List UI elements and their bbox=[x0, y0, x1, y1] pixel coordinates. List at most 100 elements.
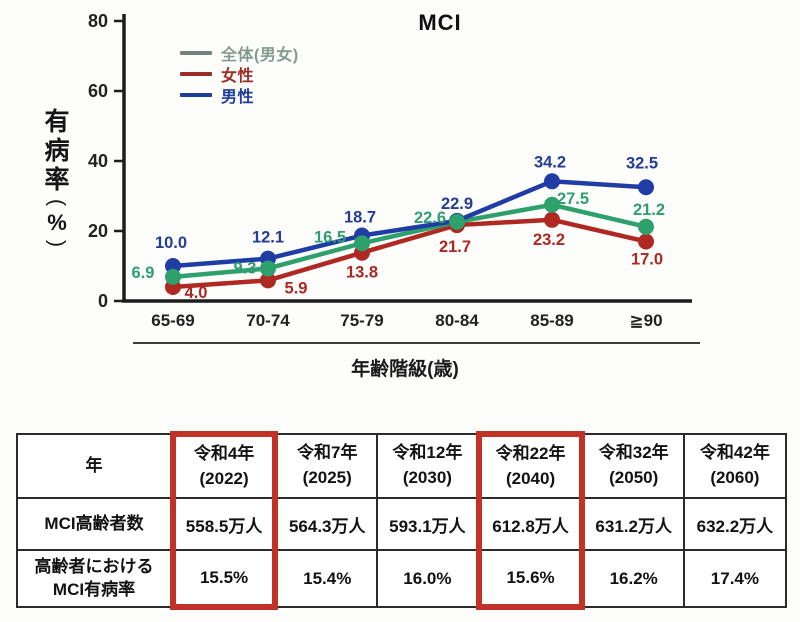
point-overall-3 bbox=[449, 213, 465, 230]
era-label: 令和42年 bbox=[699, 443, 770, 463]
y-axis-title-char: % bbox=[47, 210, 67, 235]
point-male-4 bbox=[544, 173, 560, 190]
row-label-mci-rate: 高齢者における MCI有病率 bbox=[16, 549, 174, 608]
mci-prevalence-row: 高齢者における MCI有病率 15.5% 15.4% 16.0% 15.6% 1… bbox=[16, 549, 788, 610]
legend-item-female: 女性 bbox=[180, 63, 299, 85]
cell-rate-2040: 15.6% bbox=[476, 549, 585, 610]
legend-label-female: 女性 bbox=[221, 67, 255, 85]
y-tick-label: 20 bbox=[88, 221, 108, 241]
x-category-label: ≧90 bbox=[629, 311, 662, 330]
legend-label-overall: 全体(男女) bbox=[221, 46, 299, 64]
point-female-4 bbox=[544, 211, 560, 228]
point-female-1 bbox=[260, 272, 276, 289]
y-tick-label: 60 bbox=[88, 81, 108, 101]
year-label: (2050) bbox=[609, 468, 659, 487]
cell-rate-2022: 15.5% bbox=[169, 549, 279, 610]
cell-count-2040: 612.8万人 bbox=[476, 497, 585, 551]
legend-swatch-overall bbox=[180, 50, 212, 55]
value-label-overall-1: 9.3 bbox=[234, 259, 257, 277]
cell-count-2022: 558.5万人 bbox=[169, 497, 279, 551]
col-header-2040: 令和22年 (2040) bbox=[476, 431, 585, 499]
col-header-2025: 令和7年 (2025) bbox=[274, 433, 379, 499]
mci-count-row: MCI高齢者数 558.5万人 564.3万人 593.1万人 612.8万人 … bbox=[16, 497, 788, 551]
y-axis-title-char: ) bbox=[45, 240, 69, 247]
year-label: (2040) bbox=[505, 469, 556, 488]
value-label-male-3: 22.9 bbox=[441, 195, 473, 213]
year-label: (2030) bbox=[402, 468, 452, 487]
point-overall-2 bbox=[354, 235, 370, 252]
year-header-cell: 年 bbox=[16, 433, 174, 499]
table-header-row: 年 令和4年 (2022) 令和7年 (2025) 令和12年 (2030) 令… bbox=[16, 431, 788, 499]
y-tick-label: 80 bbox=[88, 11, 108, 31]
value-label-male-1: 12.1 bbox=[252, 229, 284, 247]
legend-swatch-female bbox=[180, 71, 212, 76]
col-header-2060: 令和42年 (2060) bbox=[682, 433, 788, 499]
year-label: (2025) bbox=[302, 468, 352, 487]
value-label-female-4: 23.2 bbox=[533, 231, 565, 249]
value-label-female-2: 13.8 bbox=[346, 264, 378, 282]
point-overall-5 bbox=[638, 218, 654, 235]
x-category-label: 65-69 bbox=[151, 311, 194, 330]
projection-table-section: 年 令和4年 (2022) 令和7年 (2025) 令和12年 (2030) 令… bbox=[16, 431, 788, 610]
y-tick-label: 0 bbox=[98, 291, 108, 311]
legend-label-male: 男性 bbox=[221, 88, 255, 106]
y-tick-label: 40 bbox=[88, 151, 108, 171]
value-label-overall-3: 22.6 bbox=[414, 209, 446, 227]
cell-count-2060: 632.2万人 bbox=[682, 497, 788, 551]
year-label: (2060) bbox=[710, 468, 760, 487]
value-label-overall-5: 21.2 bbox=[633, 201, 665, 219]
legend-item-male: 男性 bbox=[180, 84, 299, 106]
era-label: 令和7年 bbox=[297, 443, 358, 463]
line-male bbox=[172, 179, 647, 269]
legend-item-overall: 全体(男女) bbox=[180, 42, 299, 64]
x-category-label: 85-89 bbox=[530, 311, 573, 330]
point-overall-4 bbox=[544, 196, 560, 213]
era-label: 令和4年 bbox=[193, 444, 255, 464]
cell-count-2025: 564.3万人 bbox=[274, 497, 379, 551]
value-label-female-0: 4.0 bbox=[185, 284, 208, 302]
value-label-female-5: 17.0 bbox=[631, 251, 663, 269]
value-label-male-4: 34.2 bbox=[534, 153, 566, 171]
chart-title: MCI bbox=[418, 10, 462, 35]
value-label-female-1: 5.9 bbox=[285, 279, 308, 297]
era-label: 令和12年 bbox=[392, 443, 463, 463]
col-header-2022: 令和4年 (2022) bbox=[169, 431, 279, 499]
cell-rate-2030: 16.0% bbox=[376, 549, 481, 608]
value-label-overall-0: 6.9 bbox=[132, 264, 155, 282]
value-label-overall-4: 27.5 bbox=[557, 190, 589, 208]
era-label: 令和32年 bbox=[598, 443, 669, 463]
y-axis-title-char: 有 bbox=[44, 108, 70, 136]
point-overall-0 bbox=[165, 268, 181, 285]
legend-swatch-male bbox=[180, 92, 212, 97]
x-category-label: 70-74 bbox=[246, 311, 290, 330]
value-label-male-5: 32.5 bbox=[626, 154, 658, 172]
y-axis-title-char: 率 bbox=[44, 166, 70, 194]
cell-rate-2060: 17.4% bbox=[682, 549, 788, 608]
value-label-female-3: 21.7 bbox=[439, 238, 471, 256]
y-axis-title-char: ( bbox=[45, 199, 69, 206]
x-axis-title: 年齢階級(歳) bbox=[351, 359, 459, 380]
y-axis-title: 有病率 (%) bbox=[34, 108, 80, 251]
cell-rate-2025: 15.4% bbox=[274, 549, 379, 608]
col-header-2030: 令和12年 (2030) bbox=[376, 433, 481, 499]
point-overall-1 bbox=[260, 260, 276, 277]
y-axis-title-char: 病 bbox=[44, 137, 70, 165]
mci-projection-table: 年 令和4年 (2022) 令和7年 (2025) 令和12年 (2030) 令… bbox=[16, 431, 788, 610]
value-label-male-0: 10.0 bbox=[155, 234, 187, 252]
col-header-2050: 令和32年 (2050) bbox=[580, 433, 685, 499]
point-female-5 bbox=[638, 233, 654, 250]
chart-legend: 全体(男女) 女性男性 bbox=[180, 42, 299, 106]
value-label-male-2: 18.7 bbox=[344, 209, 376, 227]
era-label: 令和22年 bbox=[495, 444, 566, 464]
row-label-mci-count: MCI高齢者数 bbox=[16, 497, 174, 551]
point-male-5 bbox=[638, 179, 654, 196]
x-category-label: 80-84 bbox=[435, 311, 479, 330]
cell-rate-2050: 16.2% bbox=[580, 549, 685, 608]
cell-count-2050: 631.2万人 bbox=[580, 497, 685, 551]
line-female bbox=[172, 217, 647, 290]
cell-count-2030: 593.1万人 bbox=[376, 497, 481, 551]
mci-prevalence-line-chart: 0 20 40 60 80 65-69 70-74 75-79 80-84 85-89 ≧90 6.9… bbox=[88, 11, 700, 344]
x-category-label: 75-79 bbox=[340, 311, 383, 330]
year-label: (2022) bbox=[199, 469, 249, 488]
